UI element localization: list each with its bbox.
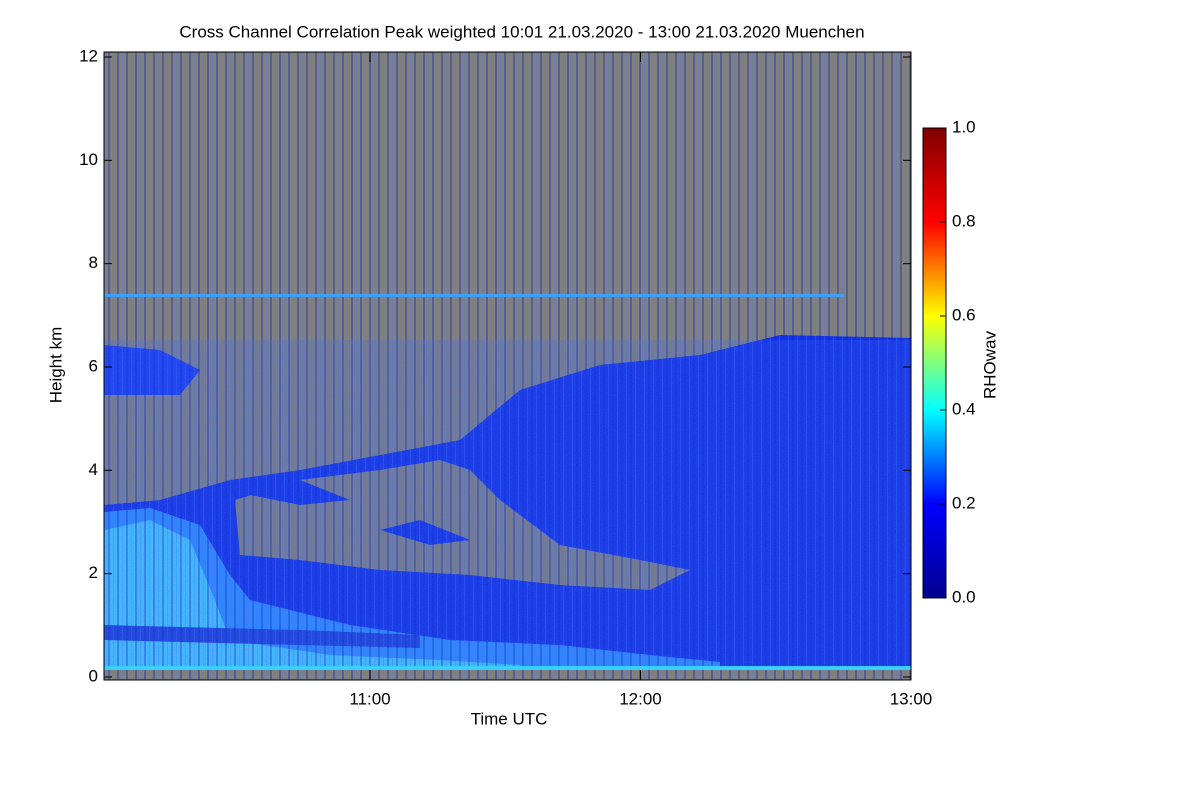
colorbar [922, 127, 947, 599]
x-axis-label: Time UTC [471, 709, 548, 728]
x-tick-label: 12:00 [619, 689, 662, 708]
y-tick-label: 4 [89, 460, 98, 479]
x-tick-label: 11:00 [349, 689, 390, 708]
x-tick-label: 13:00 [890, 689, 933, 708]
colorbar-label: RHOwav [980, 330, 999, 399]
y-tick-label: 10 [79, 150, 98, 169]
colorbar-tick-label: 0.4 [952, 399, 976, 418]
plot-frame [103, 51, 912, 681]
y-tick-label: 8 [89, 253, 98, 272]
y-tick-label: 0 [89, 666, 98, 685]
colorbar-tick-label: 0.6 [952, 305, 976, 324]
colorbar-tick-label: 1.0 [952, 117, 976, 136]
y-tick-label: 12 [79, 46, 98, 65]
colorbar-tick-label: 0.0 [952, 587, 976, 606]
colorbar-tick-label: 0.2 [952, 493, 976, 512]
y-tick-label: 2 [89, 563, 98, 582]
y-tick-label: 6 [89, 356, 98, 375]
chart-title: Cross Channel Correlation Peak weighted … [179, 22, 864, 41]
heatmap-field [104, 52, 911, 680]
colorbar-tick-label: 0.8 [952, 211, 976, 230]
y-axis-label: Height km [46, 327, 65, 404]
